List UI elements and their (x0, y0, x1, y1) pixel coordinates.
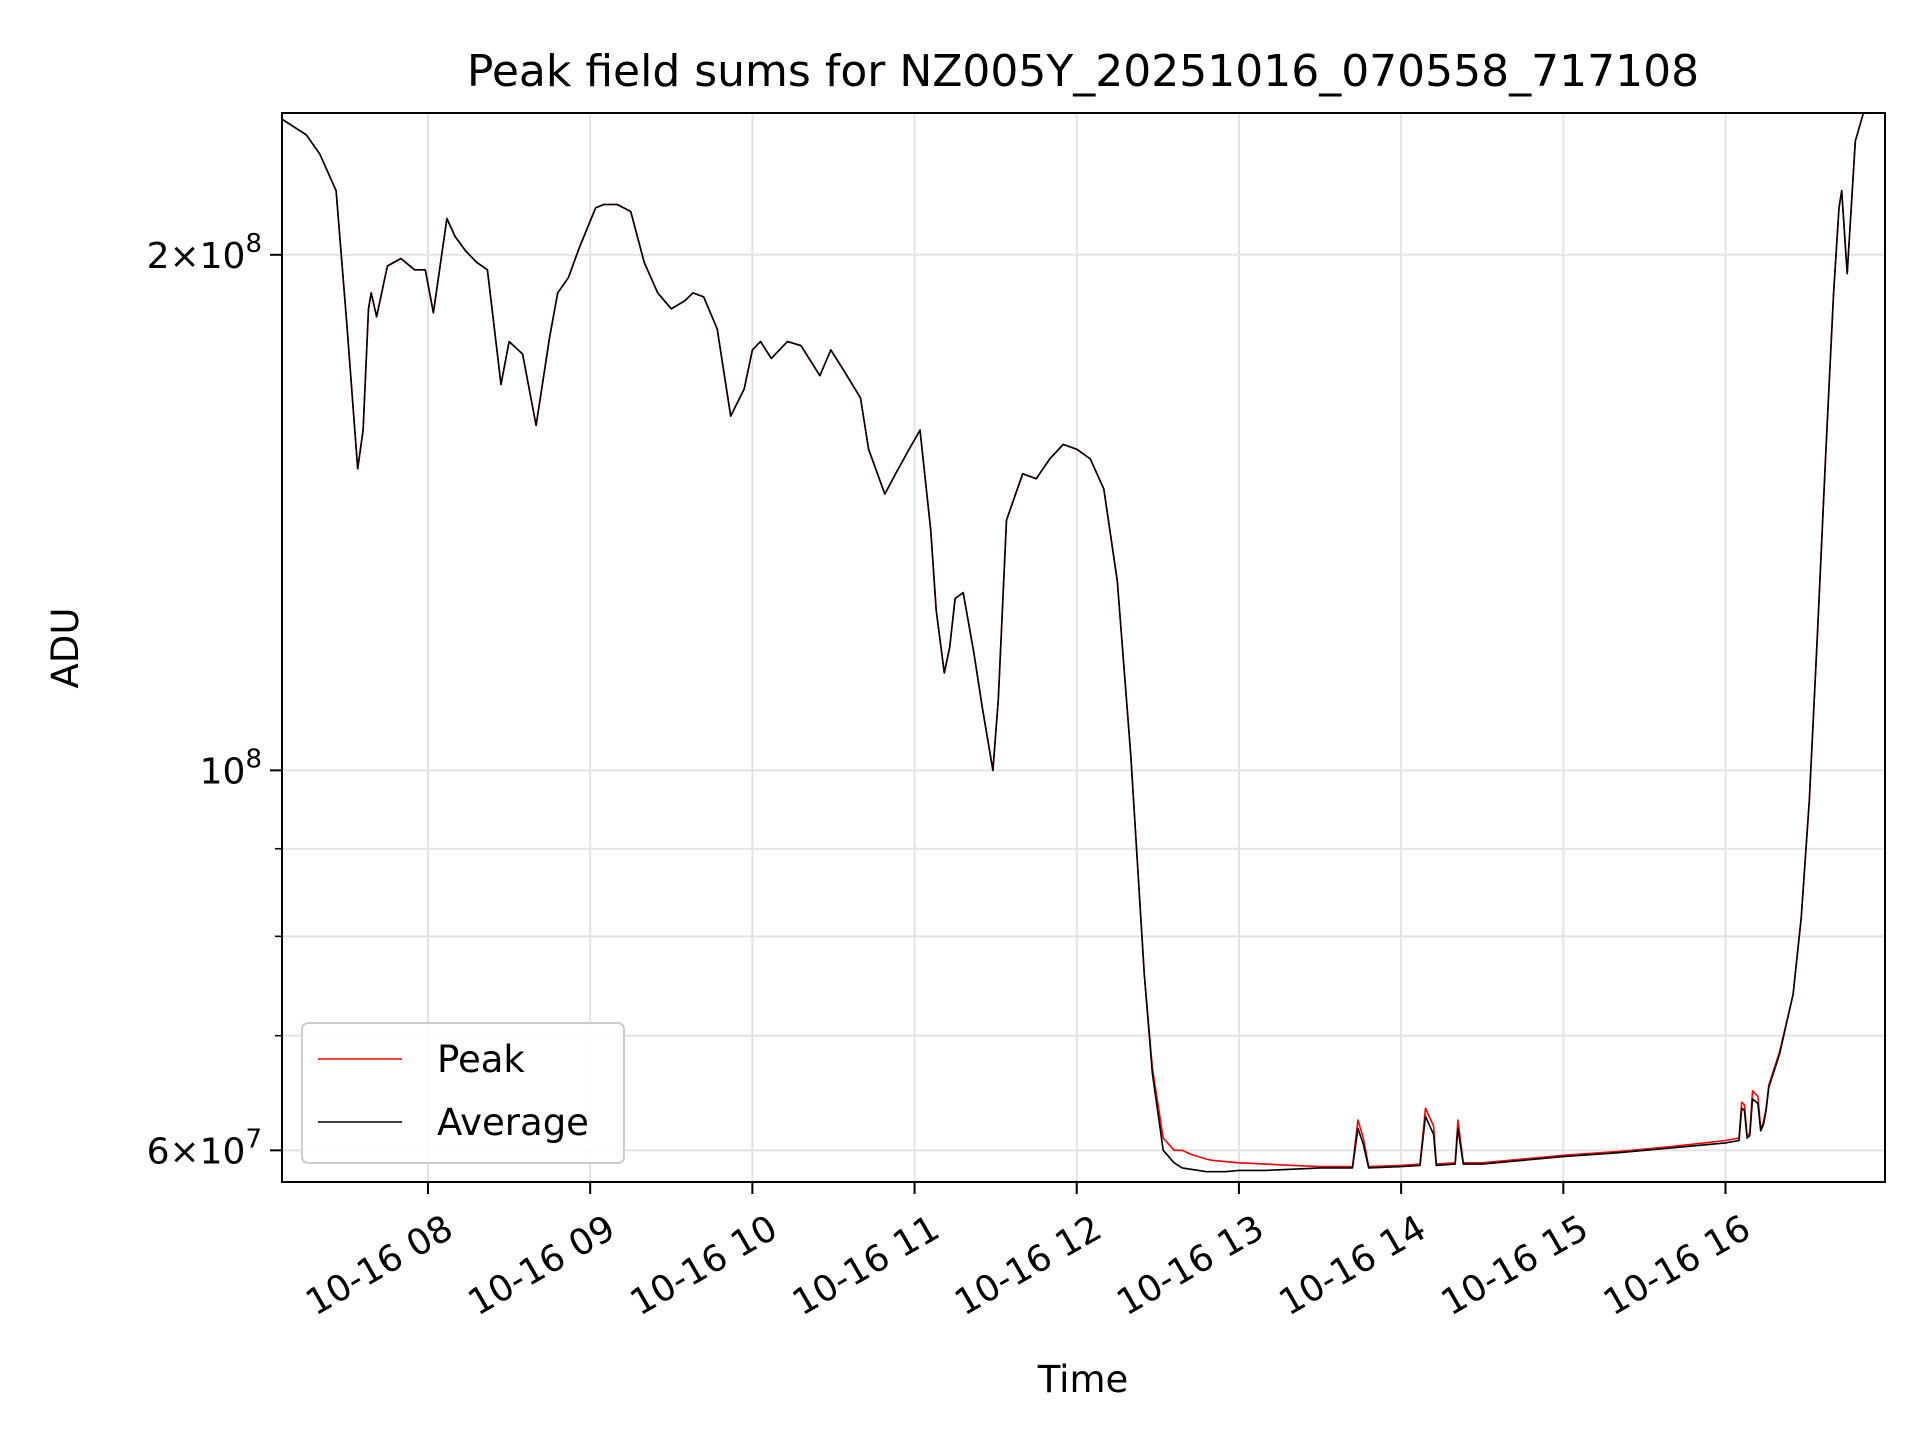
chart-title: Peak field sums for NZ005Y_20251016_0705… (467, 46, 1699, 97)
series-layer (281, 112, 1885, 1173)
legend-label-peak: Peak (437, 1038, 525, 1081)
y-tick-exponent: 7 (245, 1124, 262, 1154)
x-axis-title: Time (1037, 1358, 1129, 1401)
plot-frame (281, 112, 1886, 1183)
y-tick-label: 6×107 (147, 1124, 262, 1172)
legend-label-average: Average (437, 1101, 589, 1144)
series-line-average (281, 112, 1885, 1173)
y-tick-exponent: 8 (245, 744, 262, 774)
y-axis-title: ADU (44, 608, 87, 689)
legend: Peak Average (301, 1022, 625, 1164)
y-tick-exponent: 8 (245, 229, 262, 259)
y-tick-label: 2×108 (147, 229, 262, 277)
grid (282, 113, 1885, 1182)
legend-box (301, 1022, 625, 1164)
